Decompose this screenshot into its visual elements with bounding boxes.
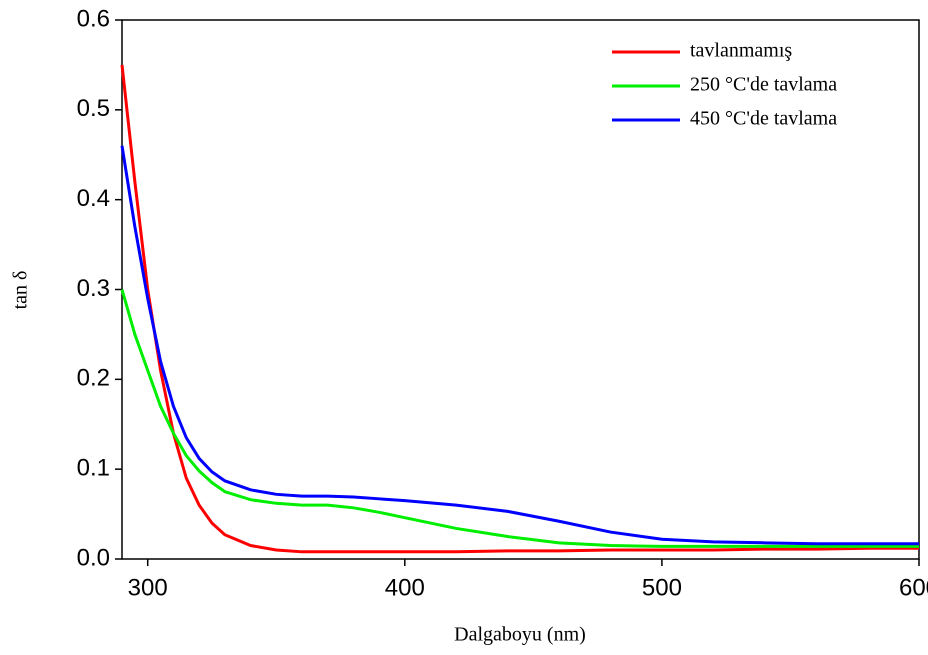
plot-frame [121,19,920,560]
x-tick-label: 300 [128,574,168,601]
data-line [120,145,919,546]
legend-label: tavlanmamış [690,40,792,62]
x-tick-label: 500 [642,574,682,601]
x-tick-label: 600 [899,574,928,601]
legend-label: 450 °C'de tavlama [690,108,837,130]
y-tick-label: 0.2 [77,365,110,392]
y-axis-title: tan δ [10,271,32,310]
data-line [120,64,919,554]
y-tick-label: 0.6 [77,5,110,32]
y-tick-label: 0.4 [77,185,110,212]
y-tick-label: 0.5 [77,95,110,122]
x-axis-title: Dalgaboyu (nm) [454,624,586,646]
y-tick-label: 0.1 [77,455,110,482]
x-tick-label: 400 [385,574,425,601]
y-tick-label: 0.3 [77,275,110,302]
data-line [120,289,919,548]
y-tick-label: 0.0 [77,544,110,571]
legend-label: 250 °C'de tavlama [690,74,837,96]
